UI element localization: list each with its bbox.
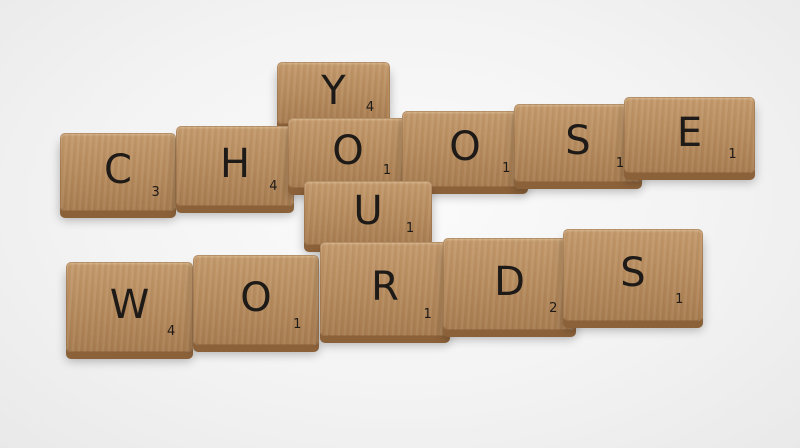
tile-c: C 3 (60, 133, 176, 211)
tile-letter: S (565, 118, 591, 164)
tile-value: 1 (423, 306, 432, 322)
tile-letter: H (219, 141, 251, 187)
tile-letter: Y (321, 68, 346, 114)
tile-letter: R (371, 264, 399, 310)
tile-value: 1 (502, 160, 511, 176)
tile-value: 2 (549, 301, 558, 317)
tile-value: 1 (382, 162, 392, 178)
tile-e: E 1 (624, 97, 755, 173)
tile-r: R 1 (320, 242, 450, 336)
tile-letter: W (109, 282, 150, 328)
tile-w: W 4 (66, 262, 193, 352)
tile-value: 1 (728, 146, 737, 162)
tile-s-words: S 1 (563, 229, 703, 321)
tile-letter: C (104, 147, 132, 193)
tile-o-words: O 1 (193, 255, 319, 345)
tile-value: 1 (675, 292, 684, 308)
tile-o-shared: O 1 (288, 118, 408, 188)
tile-letter: D (494, 259, 525, 305)
tile-letter: S (620, 250, 646, 296)
tile-letter: U (353, 188, 383, 234)
tile-o: O 1 (402, 111, 528, 187)
tile-u: U 1 (304, 181, 432, 245)
tile-value: 3 (151, 184, 160, 200)
tile-h: H 4 (176, 126, 294, 206)
tile-letter: E (676, 110, 703, 156)
tile-value: 1 (405, 220, 415, 236)
tile-value: 4 (166, 323, 176, 339)
tile-letter: O (332, 128, 364, 174)
tile-letter: O (240, 275, 272, 321)
tile-y: Y 4 (277, 62, 390, 124)
tile-value: 4 (365, 100, 375, 116)
tile-value: 4 (269, 179, 278, 195)
tile-letter: O (449, 124, 481, 170)
tile-value: 1 (615, 155, 625, 171)
tile-d: D 2 (443, 238, 576, 330)
tile-s: S 1 (514, 104, 642, 182)
tile-value: 1 (293, 316, 302, 332)
